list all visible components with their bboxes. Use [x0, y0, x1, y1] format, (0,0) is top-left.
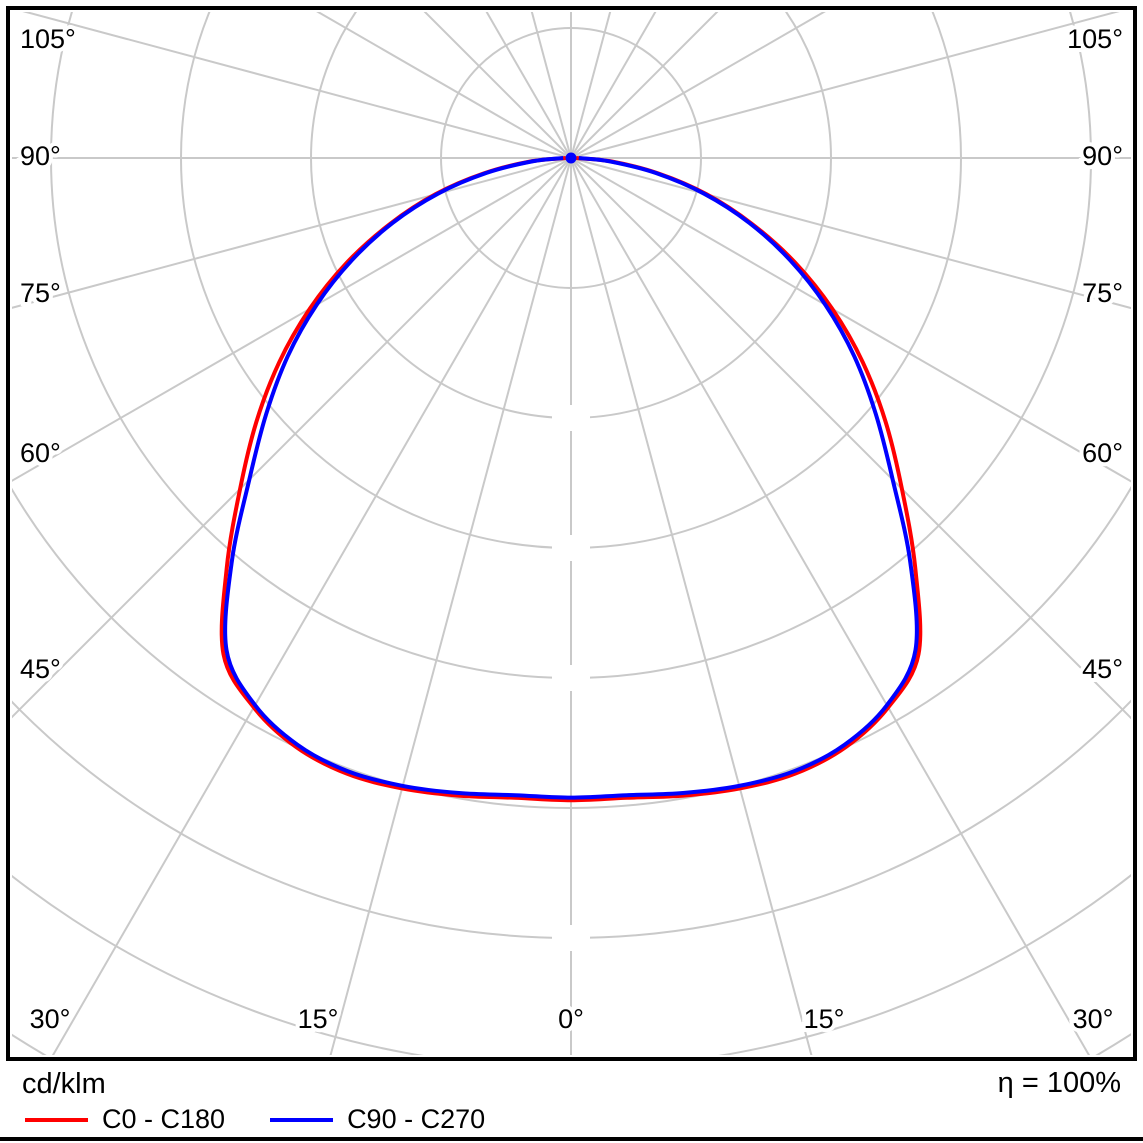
grid-radial-line	[423, 12, 572, 159]
grid-radial-line	[570, 157, 1131, 310]
grid-radial-line	[570, 12, 719, 159]
angle-label-bottom: 0°	[558, 1004, 584, 1034]
angle-label-left: 105°	[20, 24, 76, 54]
polar-grid	[12, 12, 1131, 1055]
curves-layer	[219, 156, 923, 803]
legend-item-c0-c180: C0 - C180	[25, 1106, 225, 1133]
legend-line-c90-c270	[270, 1117, 334, 1122]
grid-radial-line	[570, 157, 1091, 1055]
grid-radial-line	[316, 12, 572, 159]
grid-radial-line	[12, 157, 572, 309]
angle-label-bottom: 15°	[298, 1004, 339, 1034]
curve-c0-c180	[219, 156, 923, 803]
legend-label-c90-c270: C90 - C270	[347, 1104, 486, 1134]
efficiency-label: η = 100%	[997, 1067, 1121, 1099]
legend-label-c0-c180: C0 - C180	[102, 1104, 226, 1134]
radial-label-mask	[552, 405, 590, 431]
grid-radial-line	[570, 157, 813, 1055]
angle-label-left: 45°	[20, 654, 61, 684]
grid-radial-line	[22, 12, 572, 159]
radial-label-mask	[552, 665, 590, 691]
grid-radial-line	[570, 12, 1120, 159]
grid-radial-line	[12, 157, 572, 719]
radial-label-mask	[552, 925, 590, 951]
angle-label-right: 105°	[1067, 24, 1123, 54]
angle-label-right: 45°	[1082, 654, 1123, 684]
angle-labels: 105° 105° 90° 90° 75° 75° 60° 60° 45° 45° 30° 15° 0°…	[16, 20, 1127, 1038]
legend: C0 - C180 C90 - C270	[25, 1106, 530, 1133]
angle-label-right: 90°	[1082, 141, 1123, 171]
angle-label-right: 75°	[1082, 278, 1123, 308]
angle-label-bottom: 30°	[30, 1004, 71, 1034]
angle-label-left: 60°	[20, 438, 61, 468]
grid-radial-line	[12, 157, 572, 482]
legend-line-c0-c180	[25, 1117, 88, 1122]
polar-photometric-chart: 105° 105° 90° 90° 75° 75° 60° 60° 45° 45° 30° 15° 0°…	[6, 6, 1137, 1061]
bottom-border	[0, 1137, 1143, 1141]
angle-label-right: 60°	[1082, 438, 1123, 468]
grid-radial-line	[570, 157, 1131, 483]
plot-frame	[6, 6, 1137, 1061]
grid-radial-line	[51, 157, 572, 1055]
grid-radial-line	[329, 157, 572, 1055]
angle-label-bottom: 30°	[1073, 1004, 1114, 1034]
angle-label-bottom: 15°	[804, 1004, 845, 1034]
angle-label-left: 75°	[20, 278, 61, 308]
pole-dot	[565, 152, 577, 164]
grid-radial-line	[570, 12, 826, 159]
radial-label-mask	[552, 535, 590, 561]
curve-c90-c270	[223, 156, 919, 800]
legend-item-c90-c270: C90 - C270	[270, 1106, 485, 1133]
units-label: cd/klm	[22, 1068, 106, 1100]
grid-radial-line	[570, 157, 1131, 720]
chart-footer: cd/klm η = 100% C0 - C180 C90 - C270	[0, 1062, 1143, 1137]
angle-label-left: 90°	[20, 141, 61, 171]
